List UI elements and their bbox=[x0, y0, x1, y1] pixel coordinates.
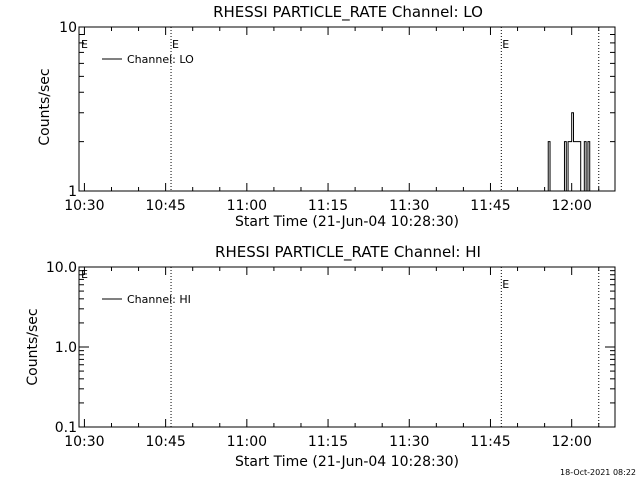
x-tick-label: 11:00 bbox=[227, 434, 267, 450]
x-axis-label: Start Time (21-Jun-04 10:28:30) bbox=[235, 454, 459, 470]
chart-title: RHESSI PARTICLE_RATE Channel: LO bbox=[213, 3, 483, 22]
plot-frame bbox=[78, 266, 616, 428]
y-tick-label: 0.1 bbox=[55, 420, 77, 436]
event-marker-label: E bbox=[172, 38, 179, 51]
legend-label: Channel: LO bbox=[127, 53, 194, 66]
x-tick-label: 10:45 bbox=[145, 198, 185, 214]
plot-marks: 10:30 10:45 11:00 11:15 11:30 11:45 12:00 1 10 E E bbox=[59, 20, 615, 214]
event-marker-label: E bbox=[502, 38, 509, 51]
plot-frame bbox=[78, 26, 616, 192]
x-tick-label: 10:30 bbox=[64, 198, 104, 214]
x-tick-label: 11:15 bbox=[308, 198, 348, 214]
plot-marks: 10:30 10:45 11:00 11:15 11:30 11:45 12:00 0.1 1.… bbox=[46, 260, 615, 450]
x-tick-label: 11:00 bbox=[227, 198, 267, 214]
x-tick-label: 12:00 bbox=[552, 198, 592, 214]
edge-label: E bbox=[81, 38, 88, 51]
x-tick-label: 11:30 bbox=[389, 434, 429, 450]
y-tick-label: 10 bbox=[59, 20, 77, 36]
legend-label: Channel: HI bbox=[127, 293, 191, 306]
x-tick-label: 11:15 bbox=[308, 434, 348, 450]
x-tick-label: 11:45 bbox=[470, 434, 510, 450]
y-axis-label: Counts/sec bbox=[37, 68, 53, 145]
panel-hi: RHESSI PARTICLE_RATE Channel: HI Start T… bbox=[25, 243, 616, 470]
x-tick-label: 10:45 bbox=[145, 434, 185, 450]
panel-lo: RHESSI PARTICLE_RATE Channel: LO Start T… bbox=[37, 3, 616, 230]
x-axis-label: Start Time (21-Jun-04 10:28:30) bbox=[235, 214, 459, 230]
y-axis-label: Counts/sec bbox=[25, 308, 41, 385]
footer-timestamp: 18-Oct-2021 08:22 bbox=[560, 468, 636, 477]
x-tick-label: 11:30 bbox=[389, 198, 429, 214]
y-tick-label: 1.0 bbox=[55, 340, 77, 356]
x-tick-label: 11:45 bbox=[470, 198, 510, 214]
event-marker-label: E bbox=[502, 278, 509, 291]
series-line bbox=[544, 112, 594, 192]
chart-title: RHESSI PARTICLE_RATE Channel: HI bbox=[215, 243, 481, 262]
y-tick-label: 10.0 bbox=[46, 260, 77, 276]
y-tick-label: 1 bbox=[68, 184, 77, 200]
x-tick-label: 12:00 bbox=[552, 434, 592, 450]
x-tick-label: 10:30 bbox=[64, 434, 104, 450]
